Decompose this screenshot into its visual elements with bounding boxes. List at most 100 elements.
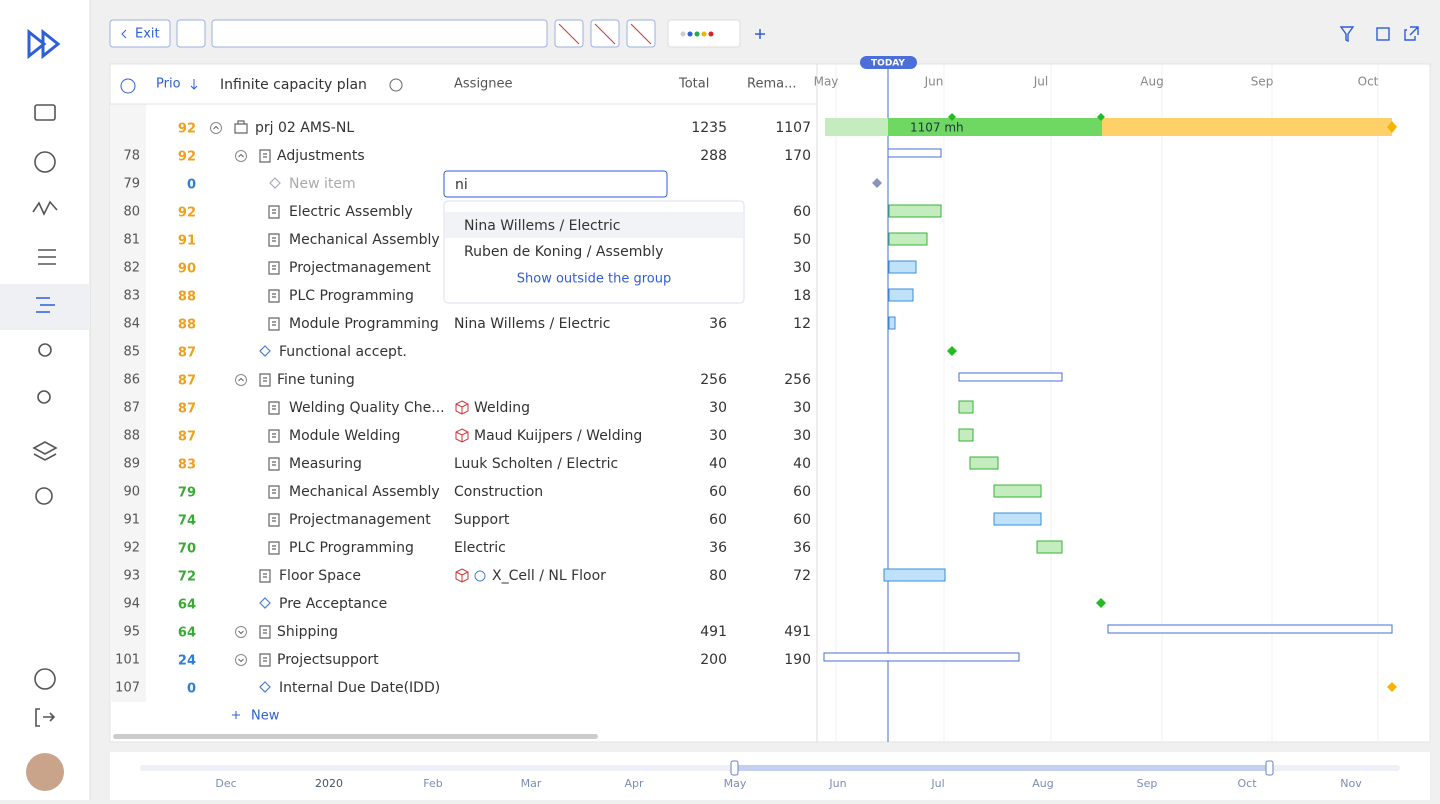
exit-button[interactable] [109,19,171,48]
row-icon [268,317,280,331]
row-total: 30 [709,400,727,416]
row-assignee[interactable]: Maud Kuijpers / Welding [474,428,642,444]
nav-gantt[interactable] [36,297,55,313]
h-scrollbar[interactable] [113,734,598,739]
assignee-input[interactable] [443,170,668,198]
dropdown-option[interactable]: Nina Willems / Electric [464,218,621,234]
row-icon [268,429,280,443]
show-outside-link[interactable]: Show outside the group [517,272,672,287]
row-name[interactable]: Shipping [277,624,338,640]
add-button[interactable] [755,29,765,39]
row-assignee[interactable]: Construction [454,484,543,500]
row-name[interactable]: Electric Assembly [289,204,413,220]
expander[interactable] [235,654,247,666]
expander[interactable] [235,374,247,386]
row-name[interactable]: Functional accept. [279,344,407,360]
filter-button[interactable] [1339,26,1355,43]
navigator-month: Jun [828,777,846,790]
row-assignee[interactable]: Welding [474,400,530,416]
row-assignee[interactable]: Luuk Scholten / Electric [454,456,618,472]
row-prio: 64 [178,598,196,613]
row-assignee[interactable]: Electric [454,540,506,556]
header-title[interactable]: Infinite capacity plan [220,77,367,93]
row-total: 60 [709,484,727,500]
navigator-handle[interactable] [730,760,739,776]
row-name[interactable]: Mechanical Assembly [289,484,440,500]
navigator [110,752,1430,800]
navigator-month: Mar [521,777,542,790]
row-assignee[interactable]: X_Cell / NL Floor [492,568,606,584]
nav-users[interactable] [37,390,51,404]
new-button[interactable]: New [251,709,280,724]
nav-user[interactable] [38,343,52,357]
open-button[interactable] [1404,26,1419,41]
dropdown-option[interactable]: Ruben de Koning / Assembly [464,244,663,260]
edit-toolbar[interactable] [211,19,548,48]
summary-diamond [1387,121,1397,133]
row-assignee[interactable]: Nina Willems / Electric [454,316,611,332]
row-name[interactable]: Fine tuning [277,372,355,388]
expander[interactable] [235,150,247,162]
row-icon [268,205,280,219]
expander[interactable] [235,626,247,638]
avatar[interactable] [26,753,64,791]
nav-dashboard[interactable] [34,151,56,173]
row-id: 83 [123,289,140,304]
nav-icons [32,104,58,727]
header-remaining[interactable]: Rema... [747,77,796,92]
row-assignee[interactable]: Support [454,512,510,528]
navigator-handle[interactable] [1265,760,1274,776]
id-column [110,104,146,702]
row-name[interactable]: Welding Quality Che... [289,400,445,416]
columns-button[interactable] [1376,27,1390,41]
group-bar [1107,624,1393,634]
nav-help[interactable] [34,668,56,690]
row-name[interactable]: PLC Programming [289,288,414,304]
header-assignee[interactable]: Assignee [454,77,513,92]
row-prio: 91 [178,234,196,249]
navigator-range[interactable] [735,765,1270,771]
row-name[interactable]: Adjustments [277,148,365,164]
nav-list[interactable] [38,249,56,265]
row-name[interactable]: Mechanical Assembly [289,232,440,248]
row-name[interactable]: Module Programming [289,316,439,332]
row-name[interactable]: Pre Acceptance [279,596,387,612]
nav-activity[interactable] [32,200,58,216]
row-name[interactable]: Measuring [289,456,362,472]
row-name[interactable]: PLC Programming [289,540,414,556]
row-remaining: 190 [784,652,811,668]
title-menu[interactable] [389,78,403,92]
rows: 92 prj 02 AMS-NL 1235 1107 78 92 Adjustments 28… [115,120,811,697]
task-bar [888,232,928,246]
refresh-button[interactable] [176,19,206,48]
expander[interactable] [210,122,222,134]
header-prio[interactable]: Prio [156,77,181,92]
row-name[interactable]: Projectsupport [277,652,379,668]
row-name[interactable]: Projectmanagement [289,260,431,276]
row-id: 87 [123,401,140,416]
task-bar [888,204,942,218]
task-bar [888,316,896,330]
row-name[interactable]: New item [289,176,356,192]
row-id: 91 [123,513,140,528]
header-total[interactable]: Total [678,77,709,92]
logo[interactable] [27,28,61,60]
nav-logout[interactable] [35,708,56,727]
row-name[interactable]: Internal Due Date(IDD) [279,680,440,696]
row-id: 93 [123,569,140,584]
settings-button[interactable] [120,78,136,94]
row-remaining: 18 [793,288,811,304]
row-name[interactable]: Projectmanagement [289,512,431,528]
row-name[interactable]: Module Welding [289,428,400,444]
nav-table[interactable] [34,104,56,121]
month-label: Jun [924,75,944,89]
summary-label: 1107 mh [910,121,964,135]
task-bar [969,456,999,470]
row-name[interactable]: prj 02 AMS-NL [255,120,354,136]
row-id: 92 [123,541,140,556]
nav-search[interactable] [35,487,53,505]
expander-chevron [213,125,219,130]
nav-layers[interactable] [32,441,58,461]
task-bar [888,288,914,302]
row-name[interactable]: Floor Space [279,568,361,584]
